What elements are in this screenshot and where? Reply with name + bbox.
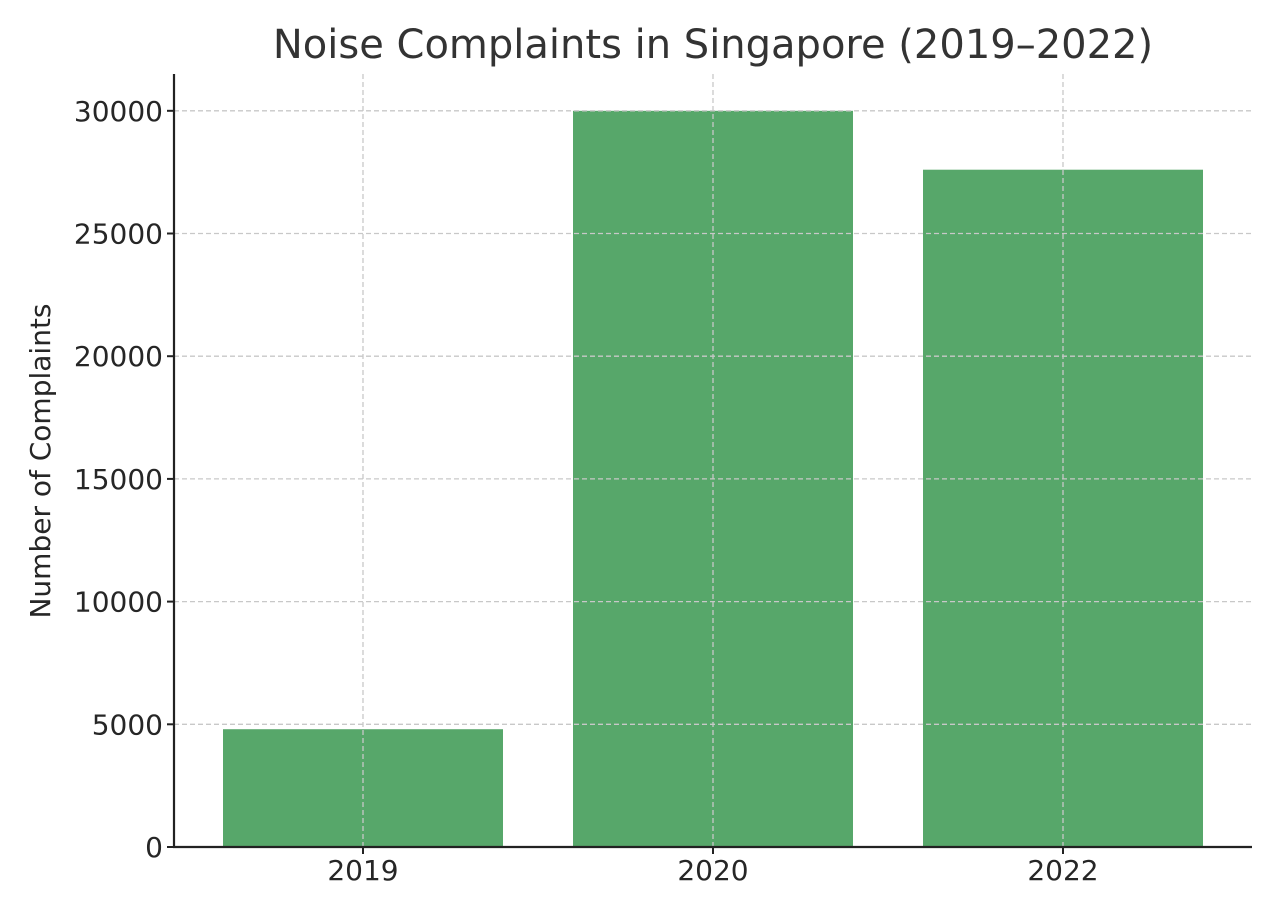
y-tick-label: 30000: [74, 95, 163, 128]
y-tick-label: 5000: [92, 708, 163, 741]
y-tick-label: 10000: [74, 586, 163, 619]
x-tick-label: 2020: [677, 854, 748, 887]
x-tick-label: 2022: [1027, 854, 1098, 887]
y-tick-label: 20000: [74, 340, 163, 373]
chart-title: Noise Complaints in Singapore (2019–2022…: [273, 22, 1153, 68]
y-tick-label: 15000: [74, 463, 163, 496]
y-tick-label: 25000: [74, 218, 163, 251]
y-tick-label: 0: [145, 831, 163, 864]
y-axis-label: Number of Complaints: [24, 303, 57, 618]
x-tick-label: 2019: [327, 854, 398, 887]
